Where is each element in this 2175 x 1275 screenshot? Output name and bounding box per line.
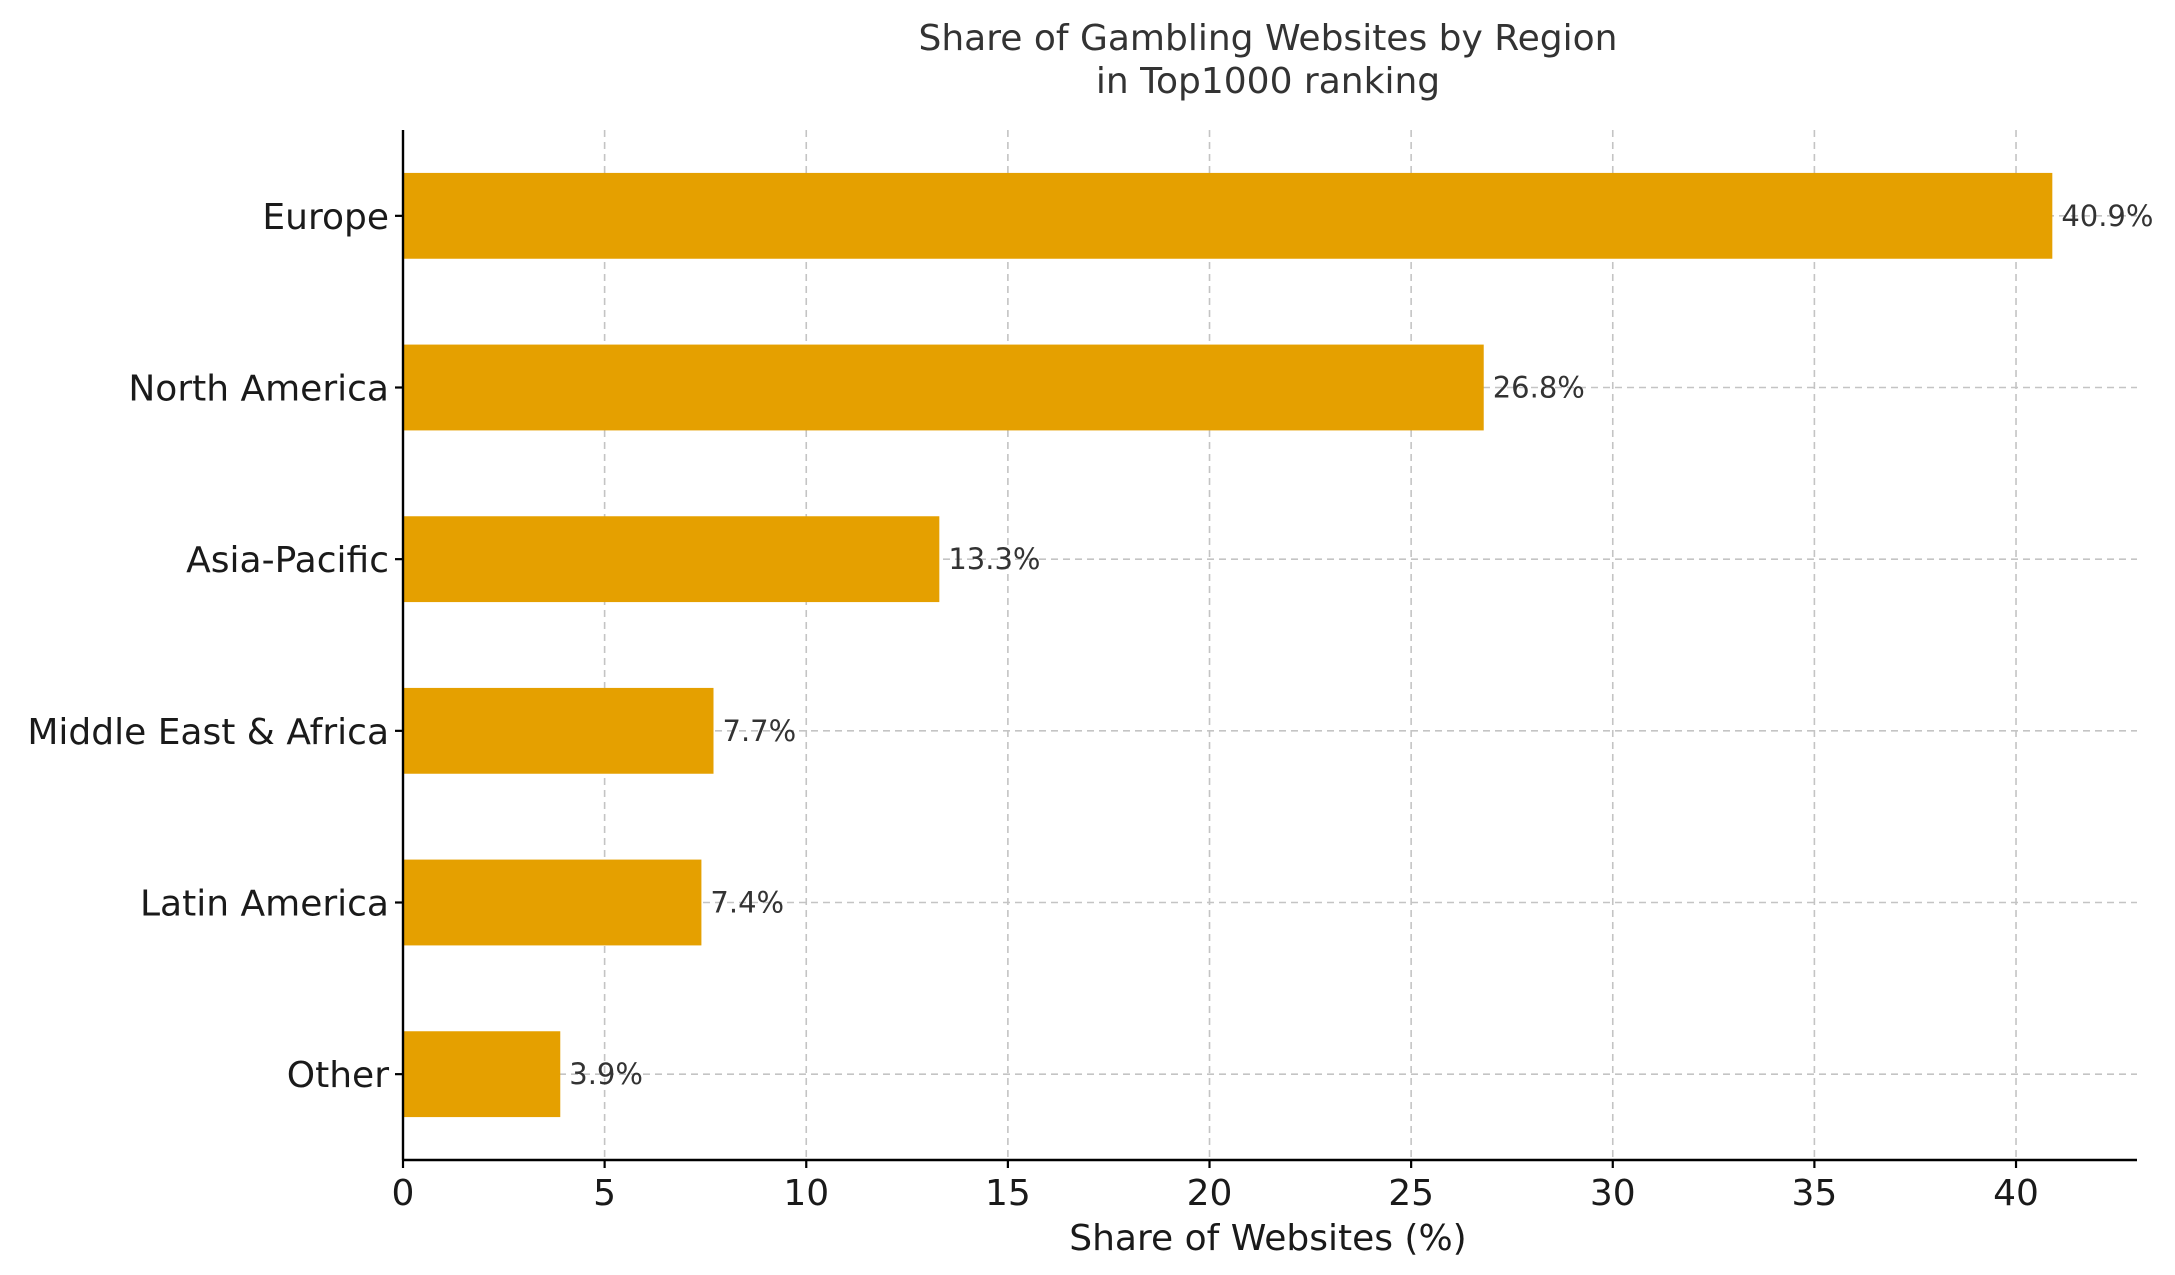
grid-layer bbox=[403, 130, 2137, 1160]
data-label: 7.4% bbox=[710, 886, 784, 920]
category-label: Other bbox=[287, 1055, 389, 1096]
category-label: Asia-Pacific bbox=[186, 540, 389, 581]
x-tick-label: 10 bbox=[783, 1173, 829, 1214]
chart-title-line-1: Share of Gambling Websites by Region bbox=[918, 18, 1617, 59]
bar bbox=[403, 344, 1484, 431]
category-label: Europe bbox=[262, 197, 389, 238]
x-tick-label: 20 bbox=[1187, 1173, 1233, 1214]
x-tick-label: 35 bbox=[1791, 1173, 1837, 1214]
x-tick-label: 0 bbox=[392, 1173, 415, 1214]
data-label: 40.9% bbox=[2061, 199, 2153, 233]
x-tick-label: 40 bbox=[1993, 1173, 2039, 1214]
data-label: 7.7% bbox=[723, 714, 797, 748]
x-tick-label: 5 bbox=[593, 1173, 616, 1214]
axis-layer bbox=[401, 130, 2137, 1162]
bar bbox=[403, 687, 714, 774]
x-axis-title: Share of Websites (%) bbox=[1069, 1218, 1466, 1259]
x-tick-label: 30 bbox=[1590, 1173, 1636, 1214]
x-tick-label: 15 bbox=[985, 1173, 1031, 1214]
bar bbox=[403, 1031, 561, 1118]
category-label: North America bbox=[128, 369, 389, 410]
chart-title-line-2: in Top1000 ranking bbox=[1096, 61, 1440, 102]
label-layer: Europe 40.9% North America 26.8% Asia-Pacifi… bbox=[27, 197, 2153, 1214]
bar bbox=[403, 172, 2053, 259]
x-tick-label: 25 bbox=[1388, 1173, 1434, 1214]
data-label: 26.8% bbox=[1493, 371, 1585, 405]
bar-layer bbox=[403, 172, 2053, 1118]
data-label: 13.3% bbox=[948, 542, 1040, 576]
data-label: 3.9% bbox=[569, 1057, 643, 1091]
bar bbox=[403, 516, 940, 603]
category-label: Latin America bbox=[140, 884, 389, 925]
category-label: Middle East & Africa bbox=[27, 712, 389, 753]
bar bbox=[403, 859, 702, 946]
